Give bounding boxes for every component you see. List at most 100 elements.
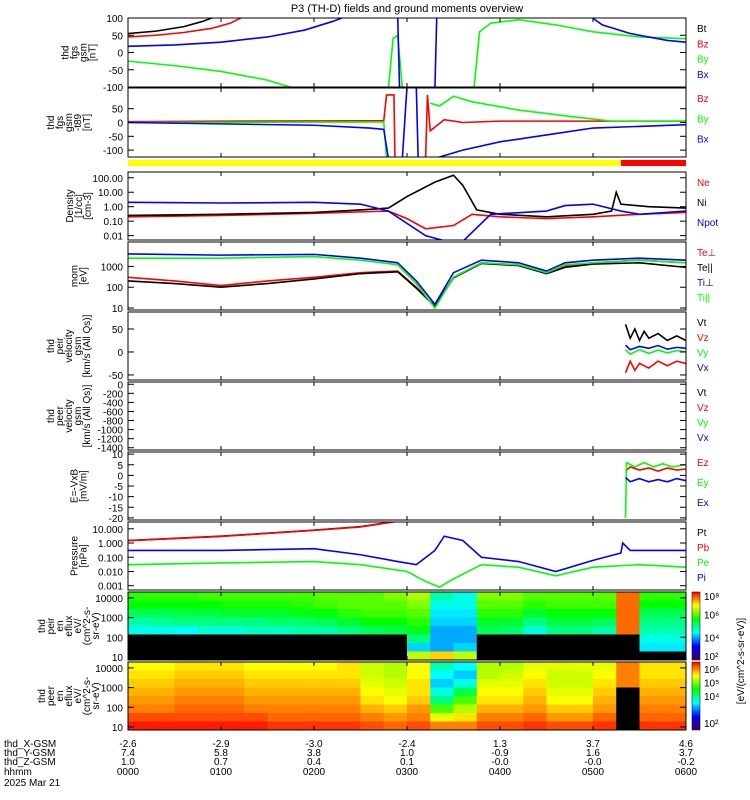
spectrogram-cell [221, 609, 245, 619]
spectrogram-cell [221, 634, 245, 644]
spectrogram-cell [221, 679, 245, 689]
y-axis-label-line: (cm^2-s- [82, 607, 93, 646]
spectrogram-cell [407, 713, 431, 723]
series-line-by [128, 60, 293, 87]
panel-plot-area [128, 18, 686, 87]
panel-peir-eflux: 10⁸ 10⁶ 10⁴ 10² 10000 1000 100 10 thdpeireneflux… [37, 591, 719, 664]
spectrogram-cell [197, 634, 222, 644]
spectrogram-cell [593, 617, 617, 627]
spectrogram-cell [546, 617, 571, 627]
spectrogram-cell [128, 670, 152, 680]
spectrogram-cell [174, 634, 199, 644]
legend-label: Pb [697, 543, 710, 554]
spectrogram-cell [360, 662, 385, 672]
ephemeris-value: 0600 [675, 767, 698, 778]
series-line-npot [128, 201, 445, 240]
spectrogram-cell [267, 721, 292, 730]
spectrogram-cell [523, 651, 548, 660]
spectrogram-cell [500, 609, 524, 619]
y-axis-label-line: [cm-3] [83, 192, 94, 220]
y-axis-label-line: thd [37, 619, 48, 633]
panel-plot-area [128, 88, 686, 157]
spectrogram-cell [569, 600, 594, 610]
spectrogram-cell [453, 651, 478, 660]
spectrogram-cell [244, 643, 269, 653]
spectrogram-cell [244, 651, 269, 660]
spectrogram-cell [128, 662, 152, 672]
spectrogram-cell [407, 626, 431, 636]
spectrogram-cell [383, 670, 408, 680]
legend-label: Ti⊥ [697, 278, 714, 289]
spectrogram-cell [476, 643, 501, 653]
spectrogram-cell [244, 687, 269, 697]
y-tick-label: 10 [112, 450, 124, 461]
date-label: 2025 Mar 21 [4, 778, 61, 789]
spectrogram-cell [360, 651, 385, 660]
spectrogram-cell [197, 609, 222, 619]
spectrogram-cell [569, 609, 594, 619]
spectrogram-cell [151, 670, 176, 680]
series-line-bt [128, 18, 215, 35]
legend-label: Bz [697, 39, 709, 50]
spectrogram-cell [523, 626, 548, 636]
spectrogram-cell [453, 721, 478, 730]
y-axis-label: thdfgsgsm[nT] [61, 43, 99, 62]
ephemeris-value: 0200 [303, 767, 326, 778]
spectrogram-cell [221, 687, 245, 697]
legend-label: Vz [697, 403, 709, 414]
series-line-vz [624, 359, 686, 373]
spectrogram-cell [430, 634, 455, 644]
y-axis-label-line: gsm [79, 43, 90, 62]
spectrogram-cell [290, 592, 315, 602]
spectrogram-cell [244, 634, 269, 644]
spectrogram-cell [174, 721, 199, 730]
spectrogram-cell [197, 687, 222, 697]
panel-fgs-gsm: Bt Bz By Bx 100 50 0 -50 -100 thdfgsgsm[nT] [61, 14, 709, 94]
spectrogram-cell [290, 687, 315, 697]
spectrogram-cell [407, 696, 431, 706]
spectrogram-cell [314, 600, 338, 610]
spectrogram-cell [639, 609, 664, 619]
spectrogram-cell [616, 704, 641, 714]
spectrogram-cell [639, 600, 664, 610]
spectrogram-cell [174, 600, 199, 610]
spectrogram-cell [546, 721, 571, 730]
spectrogram-cell [244, 679, 269, 689]
panel-density: Ne Ni Npot 100.00 10.00 1.00 0.10 0.01 Density[1… [65, 171, 718, 243]
spectrogram-cell [523, 643, 548, 653]
spectrogram-cell [500, 687, 524, 697]
series-line-bz [128, 18, 243, 38]
spectrogram-cell [290, 651, 315, 660]
spectrogram-cell [639, 651, 664, 660]
spectrogram-cell [593, 662, 617, 672]
spectrogram-cell [221, 651, 245, 660]
y-tick-label: 100 [106, 703, 123, 714]
spectrogram-cell [197, 617, 222, 627]
series-line-bx [396, 18, 401, 87]
y-axis-label-line: Pressure [70, 536, 81, 576]
spectrogram-cell [453, 696, 478, 706]
spectrogram-cell [616, 617, 641, 627]
spectrogram-cell [616, 634, 641, 644]
spectrogram-cell [174, 679, 199, 689]
spectrogram-cell [407, 643, 431, 653]
spectrogram-cell [221, 626, 245, 636]
colorbar-tick-label: 10⁵ [704, 678, 719, 689]
y-axis-label: thdpeirenefluxeV/(cm^2-s-sr-eV) [37, 607, 102, 646]
spectrogram-cell [476, 592, 501, 602]
y-tick-label: 0 [117, 380, 123, 391]
spectrogram-cell [569, 713, 594, 723]
spectrogram-cell [360, 679, 385, 689]
legend-label: Ne [697, 178, 710, 189]
panel-frame [127, 451, 687, 521]
spectrogram-cell [500, 600, 524, 610]
y-tick-label: 100 [106, 283, 123, 294]
spectrogram-cell [546, 696, 571, 706]
spectrogram-cell [430, 679, 455, 689]
spectrogram-cell [221, 670, 245, 680]
spectrogram-cell [662, 651, 686, 660]
series-line-npot [463, 203, 686, 240]
spectrogram-cell [453, 713, 478, 723]
legend-label: Vt [697, 318, 707, 329]
spectrogram-cell [360, 696, 385, 706]
